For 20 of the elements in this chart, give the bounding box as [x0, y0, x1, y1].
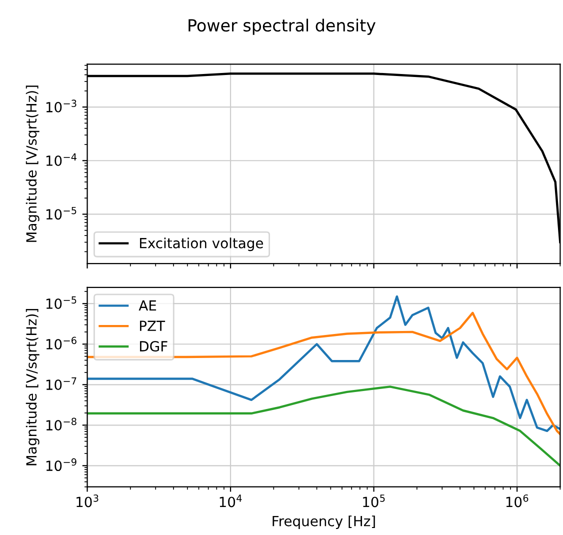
- y-axis-title: Magnitude [V/sqrt(Hz)]: [26, 308, 40, 466]
- x-tick-label: 10$^{4}$: [220, 494, 242, 508]
- chart-title: Power spectral density: [188, 18, 376, 35]
- x-axis-title: Frequency [Hz]: [272, 516, 375, 530]
- y-tick-label: 10$^{−7}$: [46, 377, 76, 390]
- x-tick-label: 10$^{6}$: [506, 494, 528, 508]
- y-tick-label: 10$^{−6}$: [46, 336, 76, 350]
- y-tick-label: 10$^{−4}$: [46, 153, 76, 166]
- y-tick-label: 10$^{−5}$: [46, 206, 76, 220]
- legend-label: PZT: [140, 320, 166, 331]
- legend-label: Excitation voltage: [140, 238, 264, 252]
- x-tick-label: 10$^{5}$: [363, 494, 385, 508]
- x-tick-label: 10$^{3}$: [76, 494, 98, 508]
- y-tick-label: 10$^{−9}$: [46, 458, 76, 472]
- y-tick-label: 10$^{−5}$: [46, 296, 76, 309]
- y-tick-label: 10$^{−8}$: [46, 418, 76, 431]
- legend-label: AE: [138, 300, 156, 311]
- y-axis-title: Magnitude [V/sqrt(Hz)]: [26, 86, 40, 242]
- y-tick-label: 10$^{−3}$: [46, 100, 76, 112]
- legend-label: DGF: [140, 341, 168, 352]
